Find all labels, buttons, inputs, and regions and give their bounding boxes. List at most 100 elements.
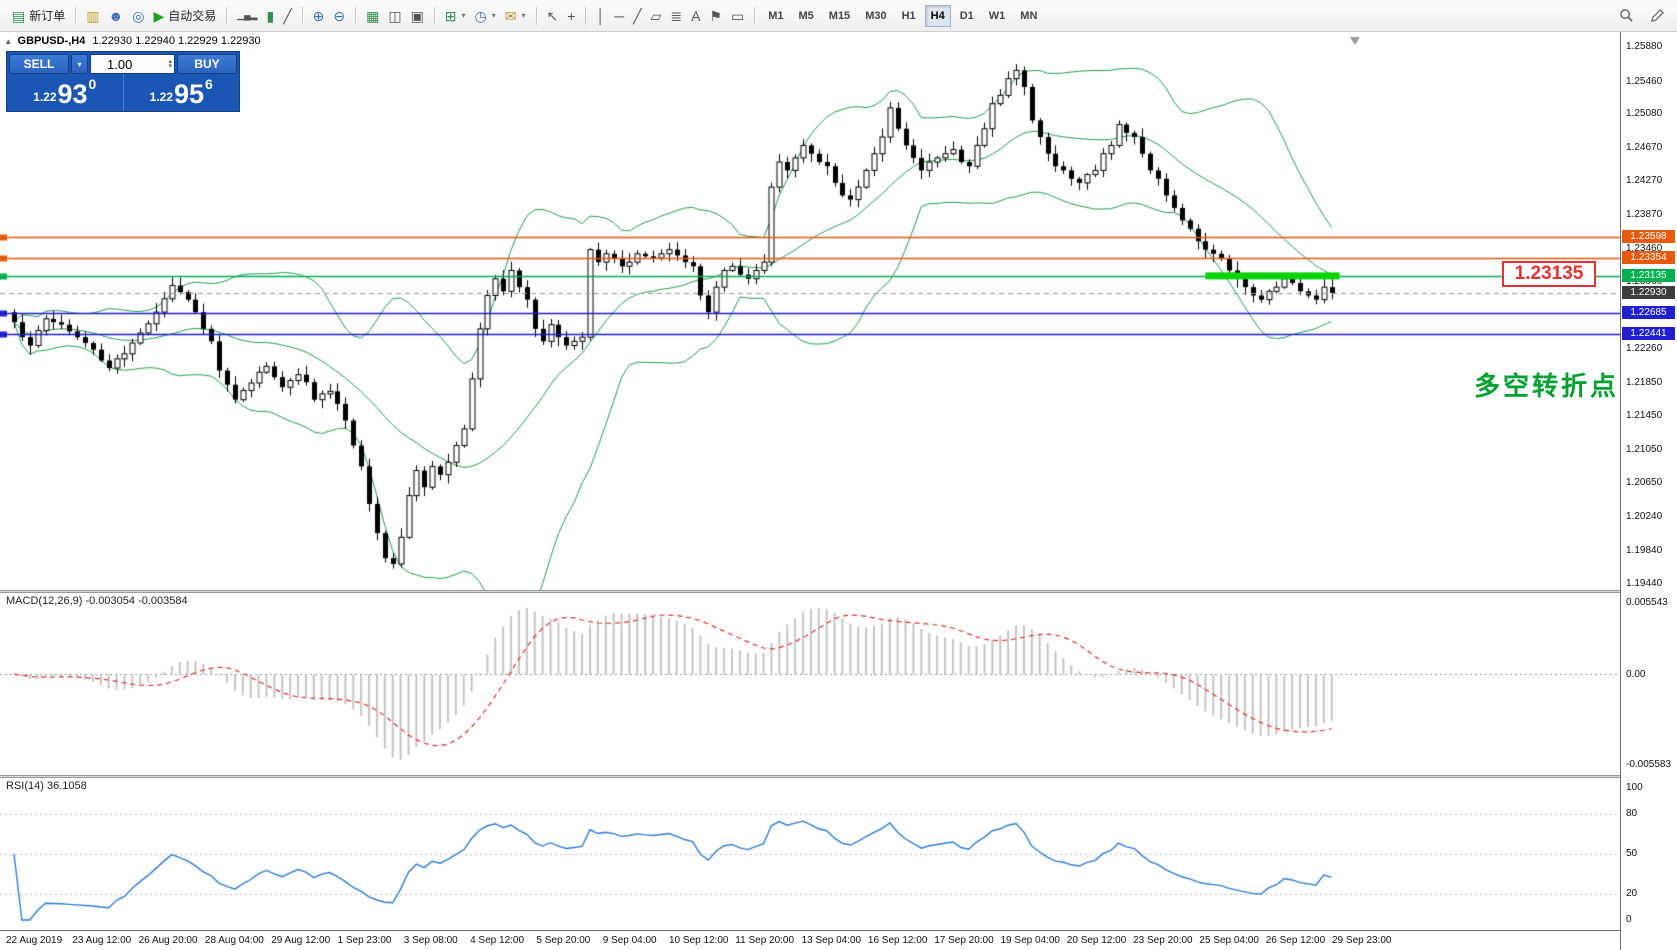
new-chart-dropdown[interactable]: ⊞ ▾ (441, 4, 470, 28)
price-line-badge: 1.23135 (1622, 268, 1675, 282)
time-axis-label: 22 Aug 2019 (6, 935, 63, 946)
new-order-button[interactable]: ▤ 新订单 (8, 4, 69, 28)
time-axis[interactable]: 22 Aug 2019 23 Aug 12:00 26 Aug 20:00 28 Au… (0, 930, 1620, 950)
pane-splitter[interactable] (0, 590, 1677, 593)
time-axis-label: 4 Sep 12:00 (470, 935, 525, 946)
price-axis-label: 1.19840 (1626, 544, 1663, 556)
timeframe-m1[interactable]: M1 (768, 9, 784, 22)
rsi-canvas[interactable] (0, 778, 1620, 930)
price-chart-canvas[interactable] (0, 32, 1620, 590)
alerts-dropdown[interactable]: ✉ ▾ (501, 4, 530, 28)
chart-window: ▴ GBPUSD-,H4 1.22930 1.22940 1.22929 1.2… (0, 32, 1677, 950)
crosshair-icon[interactable]: + (567, 7, 576, 24)
bar-chart-icon[interactable]: ▁▄▂ (237, 10, 258, 20)
rsi-axis-label: 0 (1626, 914, 1632, 925)
horizontal-line-icon[interactable]: ─ (614, 7, 625, 24)
autotrading-button[interactable]: ▶ 自动交易 (149, 4, 220, 28)
search-button[interactable] (1615, 4, 1638, 28)
price-axis-label: 1.24670 (1626, 141, 1663, 153)
alerts-icon: ✉ (504, 7, 517, 24)
community-icon[interactable]: ◎ (132, 7, 145, 24)
one-click-toggle-icon[interactable]: ▴ (6, 35, 11, 46)
candlestick-chart-icon[interactable]: ▮ (266, 7, 275, 24)
timeframe-mn[interactable]: MN (1020, 9, 1038, 22)
time-axis-label: 29 Sep 23:00 (1332, 935, 1392, 946)
arrange-windows-icon[interactable]: ▣ (410, 7, 424, 24)
timeframe-h4[interactable]: H4 (924, 4, 951, 27)
macd-axis-label: 0.005543 (1626, 597, 1668, 608)
time-axis-label: 20 Sep 12:00 (1066, 935, 1127, 946)
price-axis-label: 1.25460 (1626, 76, 1663, 88)
timeframe-d1[interactable]: D1 (959, 9, 974, 22)
rsi-indicator-header: RSI(14) 36.1058 (6, 780, 87, 792)
time-axis-label: 23 Sep 20:00 (1133, 935, 1193, 946)
buy-price-big: 95 (174, 79, 205, 109)
time-axis-label: 26 Sep 12:00 (1265, 935, 1326, 946)
cascade-windows-icon[interactable]: ◫ (388, 7, 402, 24)
price-line-badge: 1.22441 (1622, 326, 1675, 340)
edit-button[interactable] (1646, 4, 1669, 28)
buy-price-sup: 6 (205, 76, 213, 92)
time-axis-label: 5 Sep 20:00 (536, 935, 591, 946)
buy-price[interactable]: 1.22 95 6 (124, 74, 240, 111)
pencil-icon (1651, 9, 1664, 22)
toolbar-separator (75, 6, 77, 25)
price-axis-label: 1.20650 (1626, 477, 1663, 489)
timeframe-m15[interactable]: M15 (828, 9, 851, 22)
macd-canvas[interactable] (0, 593, 1620, 775)
new-chart-icon: ⊞ (444, 7, 457, 24)
price-axis-label: 1.25880 (1626, 41, 1663, 52)
zoom-in-icon[interactable]: ⊕ (312, 7, 325, 24)
text-icon[interactable]: A (691, 7, 701, 24)
fibonacci-icon[interactable]: ≣ (670, 7, 683, 24)
price-axis-label: 1.23870 (1626, 208, 1663, 220)
time-axis-label: 10 Sep 12:00 (669, 935, 729, 946)
chart-symbol-period: GBPUSD-,H4 (17, 35, 86, 47)
price-axis[interactable]: 1.25880 1.25460 1.25080 1.24670 1.24270 1.238… (1620, 32, 1677, 950)
buy-button[interactable]: BUY (177, 54, 237, 74)
price-axis-label: 1.21450 (1626, 410, 1663, 422)
profile-icon[interactable]: ☻ (108, 7, 124, 24)
vertical-line-icon[interactable]: │ (596, 7, 606, 24)
volume-up-icon[interactable]: ▴ (168, 58, 172, 65)
trendline-icon[interactable]: ╱ (633, 7, 642, 24)
cursor-icon[interactable]: ↖ (546, 7, 559, 24)
timeframe-w1[interactable]: W1 (988, 9, 1006, 22)
rsi-axis-label: 20 (1626, 887, 1638, 899)
trade-panel-controls: SELL ▾ 1.00 ▴ ▾ BUY (7, 52, 239, 74)
line-chart-icon[interactable]: ╱ (283, 7, 292, 24)
toolbar-right (1615, 4, 1669, 28)
pane-splitter[interactable] (0, 775, 1677, 778)
tile-windows-icon[interactable]: ▦ (366, 7, 380, 24)
search-icon (1620, 9, 1633, 22)
volume-value[interactable]: 1.00 (107, 56, 133, 72)
one-click-trading-panel: SELL ▾ 1.00 ▴ ▾ BUY 1.22 93 0 1.22 95 (6, 51, 240, 112)
dropdown-caret-icon: ▾ (521, 11, 526, 20)
time-axis-label: 3 Sep 08:00 (403, 935, 458, 946)
shapes-icon[interactable]: ▭ (730, 7, 745, 24)
timeframe-h1[interactable]: H1 (901, 9, 916, 22)
trade-options-caret[interactable]: ▾ (71, 54, 88, 74)
price-axis-label: 1.19440 (1626, 577, 1663, 589)
price-line-badge: 1.23354 (1622, 250, 1675, 264)
volume-down-icon[interactable]: ▾ (168, 63, 172, 70)
market-depth-icon[interactable]: ▥ (86, 7, 100, 24)
sell-price-small: 1.22 (33, 90, 57, 104)
sell-price-big: 93 (57, 79, 88, 109)
timeframe-m30[interactable]: M30 (865, 9, 887, 22)
label-icon[interactable]: ⚑ (709, 7, 722, 24)
profiles-dropdown[interactable]: ◷ ▾ (471, 4, 500, 28)
timeframe-m5[interactable]: M5 (798, 9, 814, 22)
volume-spinner[interactable]: ▴ ▾ (166, 58, 174, 70)
sell-price[interactable]: 1.22 93 0 (7, 74, 123, 111)
channel-icon[interactable]: ▱ (650, 7, 662, 24)
toolbar-items: ▤ 新订单 ▥ ☻ ◎ ▶ 自动交易 ▁▄▂ ▮ ╱ ⊕ ⊖ ▦ ◫ ▣ ⊞ ▾ ◷ ▾ ✉ ▾ ↖ + │ ─ ╱ ▱ ≣ A ⚑ ▭ M1… (8, 4, 1044, 28)
chart-ohlc-values: 1.22930 1.22940 1.22929 1.22930 (92, 35, 261, 47)
zoom-out-icon[interactable]: ⊖ (333, 7, 346, 24)
sell-button[interactable]: SELL (9, 54, 69, 74)
time-axis-label: 29 Aug 12:00 (271, 935, 331, 946)
time-axis-label: 28 Aug 04:00 (204, 935, 264, 946)
volume-field[interactable]: 1.00 ▴ ▾ (90, 54, 175, 74)
price-axis-label: 1.24270 (1626, 175, 1663, 187)
